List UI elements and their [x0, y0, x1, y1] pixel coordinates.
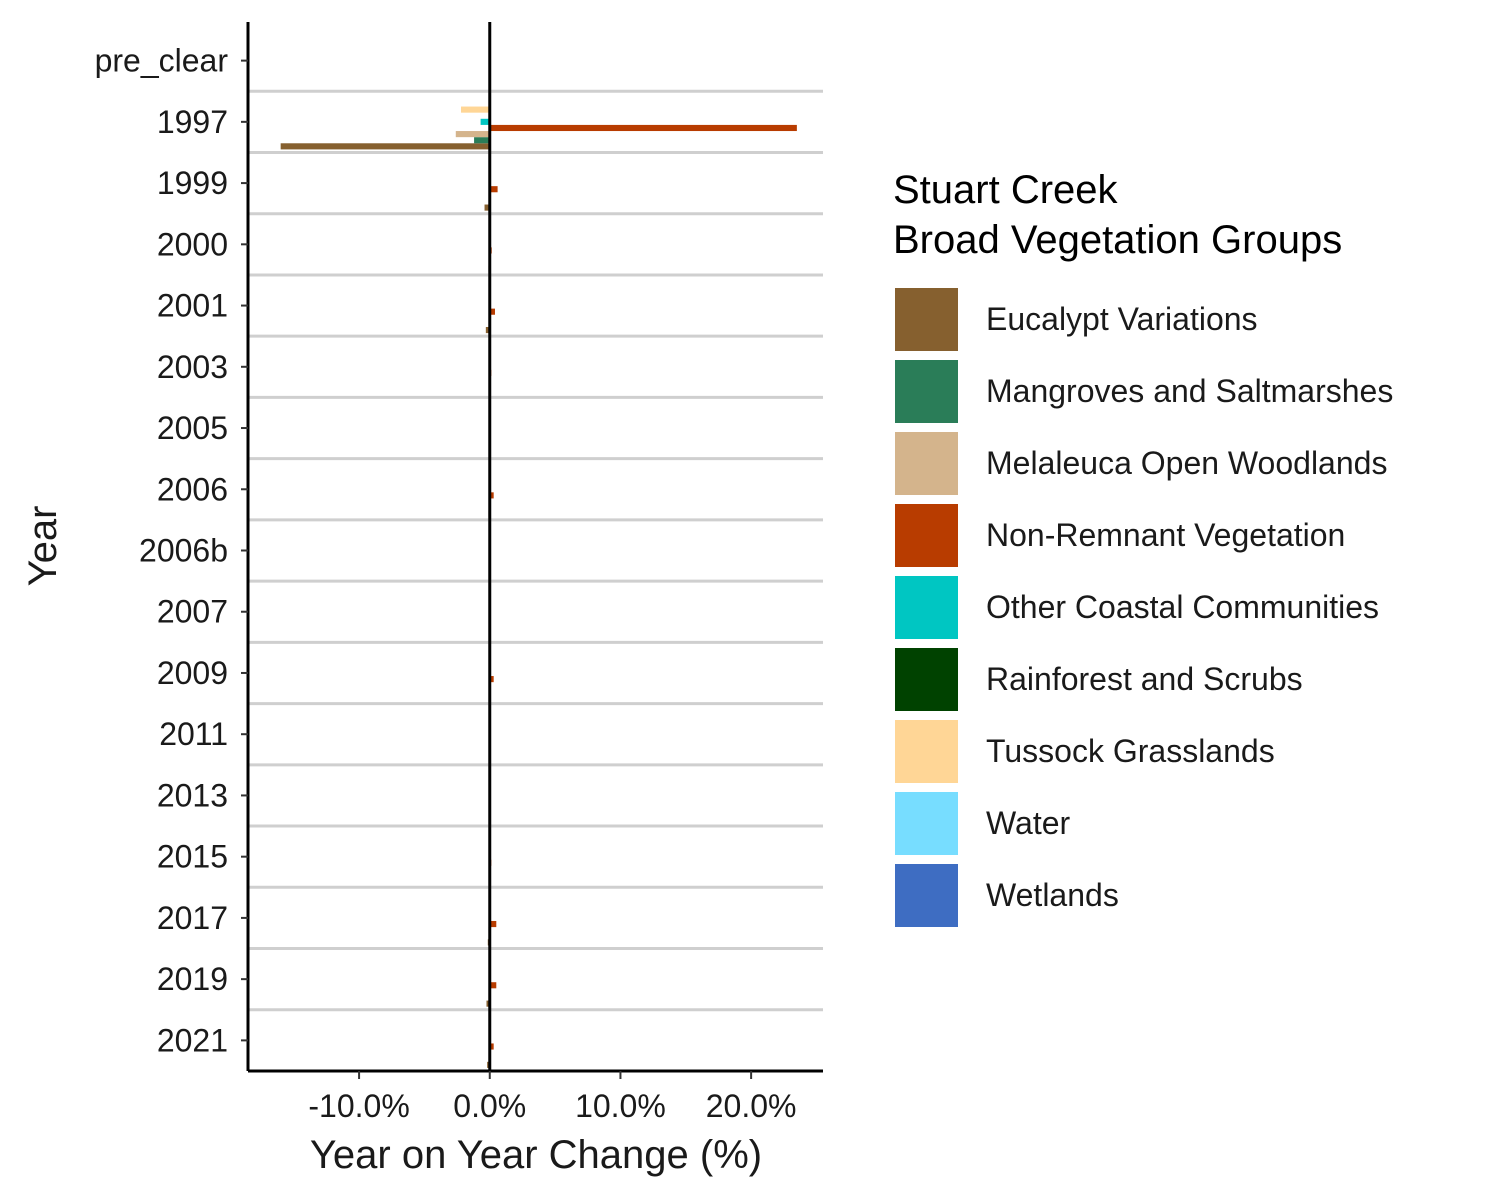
legend-label: Water	[986, 804, 1071, 841]
x-tick-label: -10.0%	[308, 1088, 409, 1124]
x-tick-label: 0.0%	[453, 1088, 526, 1124]
y-tick-label: 1999	[157, 165, 228, 201]
y-tick-label: 2013	[157, 777, 228, 813]
x-axis-ticks: -10.0% 0.0% 10.0% 20.0%	[308, 1071, 796, 1124]
bar-eucalypt-variations-2001	[485, 326, 490, 334]
x-tick-label: 20.0%	[706, 1088, 797, 1124]
bar-non-remnant-vegetation-1997	[489, 124, 797, 132]
y-axis-ticks: pre_clear 1997 1999 2000 2001 2003 2005 2006 200…	[95, 43, 248, 1058]
legend-swatch	[893, 861, 960, 929]
y-tick-label: 2003	[157, 349, 228, 385]
legend-label: Tussock Grasslands	[986, 732, 1275, 769]
legend-label: Rainforest and Scrubs	[986, 660, 1303, 697]
y-tick-label: 2005	[157, 410, 228, 446]
bar-eucalypt-variations-1997	[280, 143, 490, 150]
legend-title: Stuart Creek Broad Vegetation Groups	[893, 165, 1493, 265]
legend-swatch	[893, 789, 960, 857]
legend-label: Mangroves and Saltmarshes	[986, 372, 1394, 409]
legend-title-line-1: Stuart Creek	[893, 168, 1118, 212]
legend-item: Other Coastal Communities	[893, 571, 1493, 643]
bar-mangroves-and-saltmarshes-1997	[474, 137, 490, 144]
legend-swatch	[893, 645, 960, 713]
bar-non-remnant-vegetation-2006	[489, 492, 494, 499]
legend-swatch	[893, 501, 960, 569]
y-axis-title: Year	[21, 506, 65, 587]
y-tick-label: 1997	[157, 104, 228, 140]
y-tick-label: 2009	[157, 655, 228, 691]
y-tick-label: 2021	[157, 1022, 228, 1058]
y-tick-label: 2011	[159, 716, 228, 752]
x-axis-title: Year on Year Change (%)	[310, 1133, 762, 1177]
bar-tussock-grasslands-1997	[461, 106, 490, 113]
legend-list: Eucalypt Variations Mangroves and Saltmar…	[893, 283, 1493, 931]
bars	[280, 106, 797, 1068]
y-tick-label: 2007	[157, 594, 228, 630]
bar-eucalypt-variations-1999	[484, 204, 490, 211]
y-tick-label: 2019	[157, 961, 228, 997]
legend-swatch	[893, 717, 960, 785]
legend-label: Wetlands	[986, 876, 1119, 913]
bar-non-remnant-vegetation-2001	[489, 308, 495, 315]
legend-item: Water	[893, 787, 1493, 859]
bar-non-remnant-vegetation-2017	[489, 920, 497, 928]
legend-title-line-2: Broad Vegetation Groups	[893, 218, 1343, 262]
bar-non-remnant-vegetation-1999	[489, 186, 498, 193]
y-tick-label: 2001	[157, 288, 228, 324]
bar-non-remnant-vegetation-2019	[489, 982, 497, 989]
legend-item: Melaleuca Open Woodlands	[893, 427, 1493, 499]
legend-item: Non-Remnant Vegetation	[893, 499, 1493, 571]
legend-swatch	[893, 573, 960, 641]
y-tick-label: 2015	[157, 839, 228, 875]
y-tick-label: 2017	[157, 900, 228, 936]
legend-item: Eucalypt Variations	[893, 283, 1493, 355]
legend-label: Melaleuca Open Woodlands	[986, 444, 1388, 481]
legend-label: Other Coastal Communities	[986, 588, 1380, 625]
legend-item: Wetlands	[893, 859, 1493, 931]
legend-swatch	[893, 429, 960, 497]
bar-melaleuca-open-woodlands-1997	[455, 131, 490, 138]
y-tick-label: 2006	[157, 471, 228, 507]
legend-label: Eucalypt Variations	[986, 300, 1258, 337]
bar-non-remnant-vegetation-2009	[489, 676, 494, 683]
legend-swatch	[893, 285, 960, 353]
y-tick-label: 2006b	[139, 533, 228, 569]
gridlines	[248, 89, 823, 1012]
legend: Stuart Creek Broad Vegetation Groups Euc…	[893, 165, 1493, 931]
x-tick-label: 10.0%	[575, 1088, 666, 1124]
bar-non-remnant-vegetation-2021	[489, 1043, 494, 1050]
y-tick-label: 2000	[157, 226, 228, 262]
legend-label: Non-Remnant Vegetation	[986, 516, 1346, 553]
legend-item: Tussock Grasslands	[893, 715, 1493, 787]
bar-other-coastal-communities-1997	[480, 118, 490, 125]
legend-item: Mangroves and Saltmarshes	[893, 355, 1493, 427]
y-tick-label: pre_clear	[95, 43, 229, 79]
legend-swatch	[893, 357, 960, 425]
legend-item: Rainforest and Scrubs	[893, 643, 1493, 715]
bar-eucalypt-variations-2019	[486, 1000, 490, 1007]
